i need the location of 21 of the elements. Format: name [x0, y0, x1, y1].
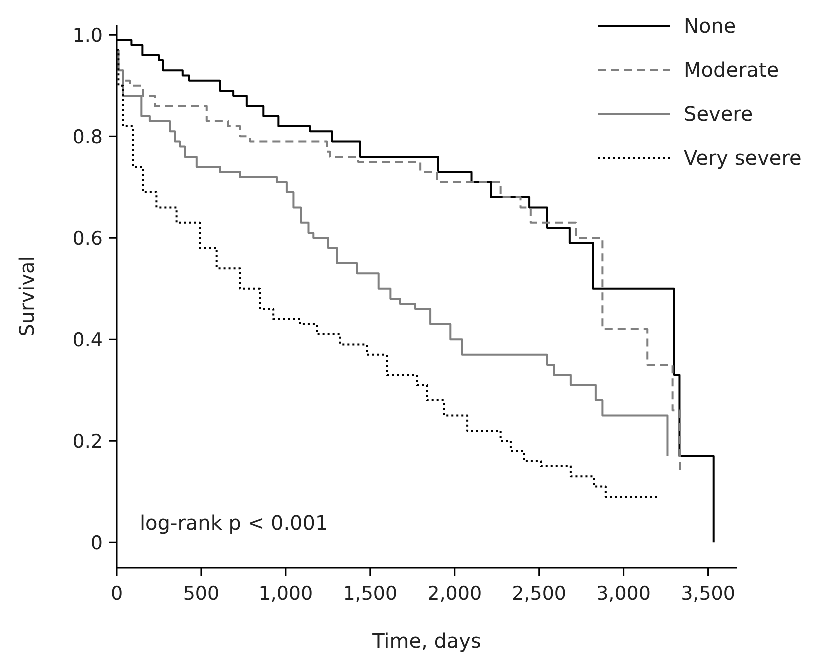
legend-label: Very severe: [684, 146, 802, 170]
x-tick-label: 0: [110, 583, 124, 605]
x-tick-label: 1,500: [343, 583, 398, 605]
y-tick-label: 1.0: [72, 24, 103, 47]
y-axis-title: Survival: [15, 256, 39, 337]
x-tick-label: 500: [183, 583, 220, 605]
x-axis-title: Time, days: [372, 629, 482, 653]
legend-label: None: [684, 14, 736, 38]
legend-label: Severe: [684, 102, 754, 126]
x-tick-label: 1,000: [258, 583, 314, 605]
y-tick-label: 0.8: [72, 126, 103, 148]
y-tick-label: 0: [90, 532, 103, 554]
y-tick-label: 0.4: [72, 329, 103, 352]
x-tick-label: 2,000: [428, 583, 482, 605]
y-tick-label: 0.2: [72, 430, 103, 453]
x-tick-label: 2,500: [512, 583, 567, 605]
annotation: log-rank p < 0.001: [140, 511, 328, 535]
x-tick-label: 3,000: [596, 583, 652, 605]
y-tick-label: 0.6: [72, 228, 103, 250]
x-tick-label: 3,500: [681, 583, 736, 605]
legend-label: Moderate: [684, 58, 780, 82]
